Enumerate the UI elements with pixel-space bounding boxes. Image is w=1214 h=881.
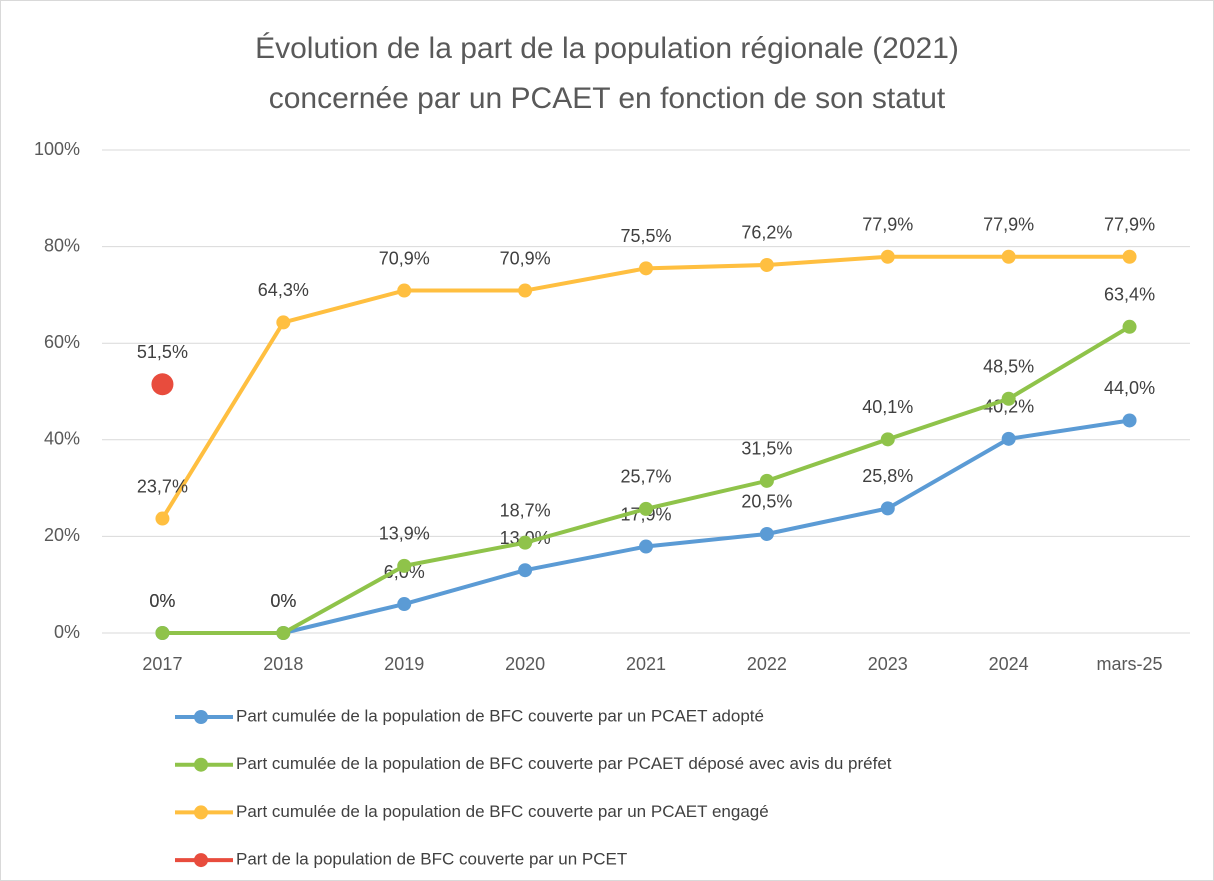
point: [1001, 431, 1016, 446]
x-tick-label: 2018: [263, 654, 303, 674]
point: [397, 597, 412, 612]
legend-label: Part cumulée de la population de BFC cou…: [236, 706, 764, 725]
point: [397, 283, 412, 298]
y-tick-label: 20%: [44, 525, 80, 545]
data-label: 77,9%: [983, 214, 1034, 234]
point: [639, 539, 653, 554]
data-label: 13,9%: [379, 524, 430, 544]
legend-marker: [194, 710, 208, 724]
data-label: 0%: [270, 591, 296, 611]
data-label: 44,0%: [1104, 378, 1155, 398]
data-label: 0%: [149, 591, 175, 611]
x-tick-label: 2022: [747, 654, 787, 674]
y-tick-label: 0%: [54, 622, 80, 642]
data-label: 64,3%: [258, 280, 309, 300]
point: [1122, 413, 1137, 428]
legend-marker: [194, 853, 208, 868]
data-label: 48,5%: [983, 356, 1034, 376]
data-label: 70,9%: [379, 248, 430, 268]
point: [518, 563, 533, 578]
x-tick-label: 2023: [868, 654, 908, 674]
data-label: 0%: [270, 591, 296, 611]
data-label: 77,9%: [1104, 214, 1155, 234]
point: [397, 558, 412, 573]
legend-marker: [194, 805, 208, 820]
point: [276, 315, 291, 330]
point: [880, 249, 895, 264]
x-tick-label: mars-25: [1097, 654, 1163, 674]
chart-title: Évolution de la part de la population ré…: [255, 32, 959, 65]
point: [759, 526, 774, 541]
data-label: 25,8%: [862, 466, 913, 486]
x-tick-label: 2017: [142, 654, 182, 674]
point: [151, 373, 174, 396]
data-label: 51,5%: [137, 342, 188, 362]
point: [639, 261, 653, 276]
y-tick-label: 100%: [34, 139, 80, 159]
data-label: 25,7%: [620, 467, 671, 487]
point: [639, 501, 653, 516]
point: [880, 501, 895, 516]
chart-title: concernée par un PCAET en fonction de so…: [269, 82, 946, 115]
data-label: 18,7%: [500, 500, 551, 520]
point: [518, 283, 533, 298]
x-tick-label: 2019: [384, 654, 424, 674]
data-label: 40,1%: [862, 397, 913, 417]
data-label: 63,4%: [1104, 285, 1155, 305]
point: [1122, 319, 1137, 334]
data-label: 76,2%: [741, 223, 792, 243]
point: [1001, 249, 1016, 264]
legend-label: Part de la population de BFC couverte pa…: [236, 850, 627, 869]
y-tick-label: 40%: [44, 429, 80, 449]
legend-label: Part cumulée de la population de BFC cou…: [236, 802, 769, 821]
legend-marker: [194, 757, 208, 772]
x-tick-label: 2020: [505, 654, 545, 674]
data-label: 31,5%: [741, 439, 792, 459]
point: [276, 626, 291, 640]
point: [518, 535, 533, 550]
data-label: 75,5%: [620, 226, 671, 246]
data-label: 77,9%: [862, 214, 913, 234]
x-tick-label: 2024: [989, 654, 1029, 674]
data-label: 70,9%: [500, 248, 551, 268]
data-label: 20,5%: [741, 492, 792, 512]
x-tick-label: 2021: [626, 654, 666, 674]
point: [155, 511, 170, 526]
y-tick-label: 60%: [44, 332, 80, 352]
point: [880, 432, 895, 447]
point: [759, 473, 774, 488]
point: [1001, 391, 1016, 406]
point: [155, 626, 170, 640]
data-label: 0%: [149, 591, 175, 611]
legend-label: Part cumulée de la population de BFC cou…: [236, 754, 892, 773]
y-tick-label: 80%: [44, 235, 80, 255]
point: [759, 257, 774, 272]
point: [1122, 249, 1137, 264]
data-label: 23,7%: [137, 476, 188, 496]
